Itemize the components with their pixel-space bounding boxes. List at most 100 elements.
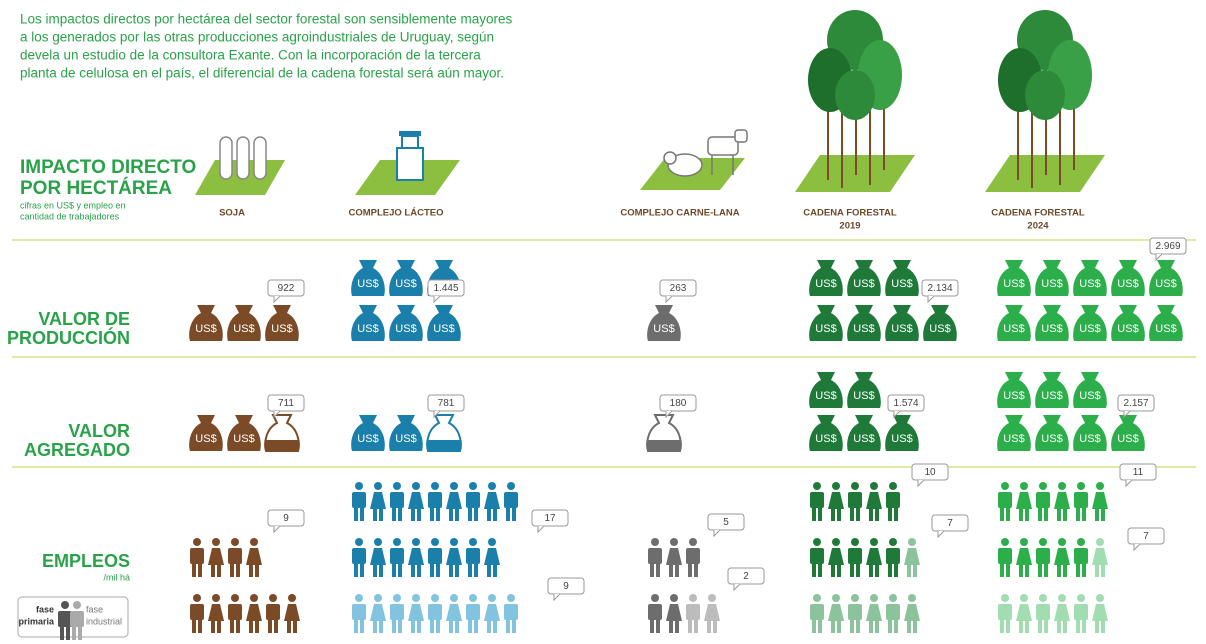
person: [408, 538, 424, 577]
person-leg: [1025, 563, 1029, 577]
person-leg: [198, 619, 202, 633]
person-head: [1001, 482, 1009, 490]
person-leg: [831, 619, 835, 633]
person-leg: [1076, 619, 1080, 633]
person-body: [828, 548, 844, 565]
person-leg: [354, 507, 358, 521]
person-head: [1058, 594, 1066, 602]
bag-label: US$: [1079, 278, 1100, 290]
person-head: [431, 594, 439, 602]
person-body: [1054, 604, 1070, 621]
person-head: [61, 601, 69, 609]
bubble-tail: [734, 584, 740, 590]
person-leg: [1019, 563, 1023, 577]
bubble-value: 7: [1143, 531, 1149, 542]
bag-label: US$: [1041, 278, 1062, 290]
person: [828, 594, 844, 633]
person-body: [190, 548, 204, 564]
person-body: [666, 604, 682, 621]
value-bubble: 7: [1128, 528, 1164, 550]
person-head: [355, 594, 363, 602]
person-body: [904, 548, 920, 565]
person-body: [1074, 492, 1088, 508]
value-bubble: 11: [1120, 464, 1156, 486]
person: [370, 594, 386, 633]
subheading: cantidad de trabajadores: [20, 211, 120, 221]
person-body: [466, 492, 480, 508]
money-bag: US$: [847, 305, 881, 341]
person-body: [390, 604, 404, 620]
person: [1074, 538, 1088, 577]
person: [1054, 594, 1070, 633]
person-body: [484, 604, 500, 621]
person-head: [908, 538, 916, 546]
value-bubble: 7: [932, 515, 968, 537]
bag-label: US$: [1155, 278, 1176, 290]
person-leg: [255, 563, 259, 577]
person-head: [813, 482, 821, 490]
bag-label: US$: [891, 278, 912, 290]
bag-label: US$: [1155, 323, 1176, 335]
person: [828, 538, 844, 577]
bag-label: US$: [653, 323, 674, 335]
person-body: [408, 492, 424, 509]
money-bag: US$: [1073, 415, 1107, 451]
person-leg: [249, 563, 253, 577]
person-leg: [398, 563, 402, 577]
money-bag: US$: [809, 260, 843, 296]
person-body: [886, 604, 900, 620]
person: [1054, 538, 1070, 577]
person-leg: [230, 619, 234, 633]
person-leg: [217, 619, 221, 633]
person-head: [1020, 594, 1028, 602]
value-bubble: 2.969: [1150, 238, 1186, 260]
bubble-tail: [666, 296, 672, 302]
money-bag: US$: [997, 305, 1031, 341]
person: [408, 594, 424, 633]
person-head: [374, 482, 382, 490]
person-leg: [417, 507, 421, 521]
bag-label: US$: [395, 433, 416, 445]
money-bag: US$: [351, 260, 385, 296]
person-body: [428, 604, 442, 620]
money-bag: US$: [227, 305, 261, 341]
person-leg: [66, 626, 70, 640]
bag-label: US$: [195, 323, 216, 335]
bag-label: US$: [357, 323, 378, 335]
person-head: [73, 601, 81, 609]
person: [828, 482, 844, 521]
bubble-value: 2.969: [1155, 241, 1180, 252]
intro-line: devela un estudio de la consultora Exant…: [20, 48, 481, 63]
row-label: EMPLEOS: [42, 551, 130, 571]
bag-label: US$: [1079, 433, 1100, 445]
bubble-tail: [274, 526, 280, 532]
person-body: [1036, 492, 1050, 508]
person-leg: [217, 563, 221, 577]
person-leg: [888, 507, 892, 521]
value-bubble: 2.134: [922, 280, 958, 302]
person-leg: [713, 619, 717, 633]
person-leg: [688, 563, 692, 577]
money-bag: US$: [1073, 305, 1107, 341]
person-body: [828, 604, 844, 621]
person-body: [866, 548, 882, 565]
person-head: [269, 594, 277, 602]
bubble-tail: [918, 480, 924, 486]
person-leg: [1095, 507, 1099, 521]
person-head: [193, 594, 201, 602]
person-leg: [694, 619, 698, 633]
person-body: [246, 604, 262, 621]
value-bubble: 180: [660, 395, 696, 417]
bag-label: US$: [929, 323, 950, 335]
bag-label: US$: [357, 278, 378, 290]
person-head: [393, 482, 401, 490]
person-body: [1036, 548, 1050, 564]
person-body: [998, 604, 1012, 620]
person: [810, 482, 824, 521]
person-body: [904, 604, 920, 621]
person-leg: [694, 563, 698, 577]
person-leg: [1006, 563, 1010, 577]
bag-label: US$: [195, 433, 216, 445]
money-bag: US$: [1035, 260, 1069, 296]
person: [810, 538, 824, 577]
